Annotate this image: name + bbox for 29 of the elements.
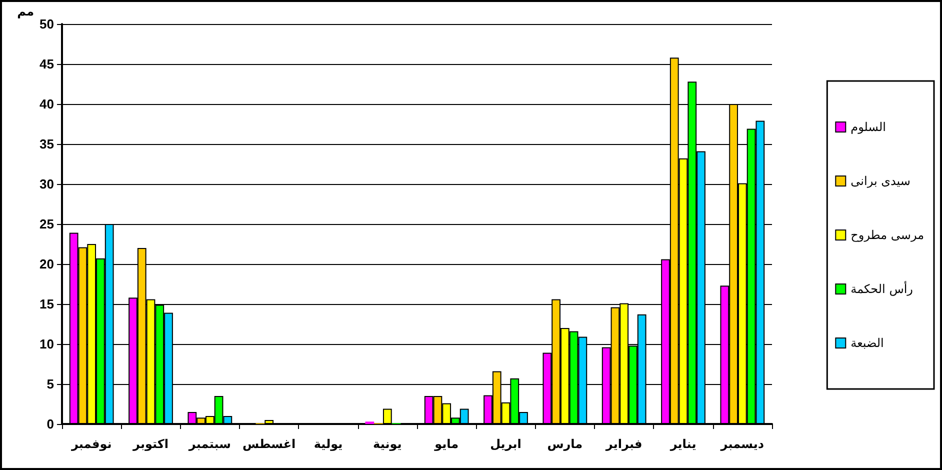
x-tick-label: ديسمبر <box>720 437 764 451</box>
legend-label: مرسى مطروح <box>850 228 924 242</box>
x-tick-label: ابريل <box>490 437 522 451</box>
x-tick-label: مارس <box>547 437 583 451</box>
x-tick-label: اغسطس <box>242 437 296 451</box>
x-tick-label: يناير <box>669 437 696 451</box>
y-tick-label: 5 <box>46 376 54 392</box>
y-axis-title: مم <box>17 4 34 19</box>
x-tick-label: فبراير <box>604 437 642 451</box>
x-tick-label: سبتمبر <box>188 437 231 451</box>
y-tick-label: 15 <box>40 296 54 312</box>
y-tick-label: 50 <box>40 16 54 32</box>
y-tick-label: 0 <box>46 416 54 432</box>
y-tick-label: 25 <box>40 216 54 232</box>
y-tick-label: 35 <box>40 136 54 152</box>
legend-label: رأس الحكمة <box>850 281 914 296</box>
y-tick-label: 40 <box>40 96 54 112</box>
y-tick-label: 30 <box>40 176 54 192</box>
y-tick-label: 10 <box>40 336 54 352</box>
x-tick-label: اكتوبر <box>132 437 168 451</box>
legend-label: الضبعة <box>850 336 884 350</box>
x-tick-label: مايو <box>434 437 459 451</box>
y-tick-label: 20 <box>40 256 54 272</box>
legend-label: السلوم <box>850 120 886 134</box>
x-tick-label: يونية <box>373 437 402 451</box>
x-tick-label: نوفمبر <box>70 437 112 451</box>
legend-label: سيدى برانى <box>850 174 910 188</box>
x-tick-label: يولية <box>314 437 343 451</box>
y-tick-label: 45 <box>40 56 54 72</box>
